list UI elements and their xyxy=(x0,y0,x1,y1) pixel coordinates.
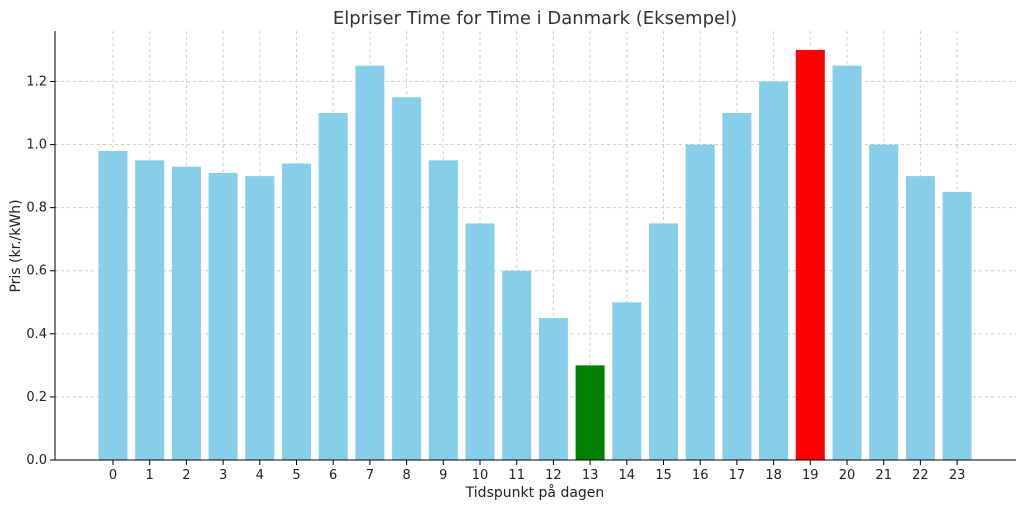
x-tick-label: 5 xyxy=(292,468,300,483)
x-tick-label: 3 xyxy=(219,468,227,483)
bar-hour-23 xyxy=(942,191,972,460)
x-tick-label: 17 xyxy=(729,468,746,483)
x-tick-label: 12 xyxy=(545,468,562,483)
bar-hour-8 xyxy=(392,97,422,460)
bar-hour-13 xyxy=(575,365,605,460)
y-tick-label: 1.2 xyxy=(26,74,47,89)
bar-hour-2 xyxy=(171,166,201,460)
bar-hour-19 xyxy=(795,49,825,460)
x-tick-label: 4 xyxy=(256,468,264,483)
bar-hour-21 xyxy=(869,144,899,460)
bar-hour-6 xyxy=(318,113,348,460)
bar-hour-16 xyxy=(685,144,715,460)
chart-title: Elpriser Time for Time i Danmark (Eksemp… xyxy=(333,8,737,29)
bar-layer xyxy=(98,49,972,461)
x-tick-label: 19 xyxy=(802,468,819,483)
y-tick-label: 0.6 xyxy=(26,264,47,279)
bar-hour-0 xyxy=(98,150,128,460)
y-axis-label: Pris (kr./kWh) xyxy=(8,199,24,292)
x-tick-label: 14 xyxy=(619,468,636,483)
bar-hour-22 xyxy=(905,176,935,460)
x-tick-label: 7 xyxy=(366,468,374,483)
x-tick-label: 0 xyxy=(109,468,117,483)
bar-hour-18 xyxy=(759,81,789,461)
bar-hour-17 xyxy=(722,113,752,460)
bar-hour-15 xyxy=(649,223,678,460)
axis-layer: 0.00.20.40.60.81.01.20 1 2 3 4 5 6 7 8 9 10 11 12 13 1… xyxy=(26,31,1016,483)
x-tick-label: 9 xyxy=(439,468,447,483)
x-tick-label: 22 xyxy=(912,468,929,483)
x-tick-label: 11 xyxy=(508,468,525,483)
x-tick-label: 20 xyxy=(839,468,856,483)
bar-hour-11 xyxy=(502,270,532,460)
bar-hour-9 xyxy=(428,160,458,461)
x-tick-label: 23 xyxy=(949,468,966,483)
x-tick-label: 16 xyxy=(692,468,709,483)
bar-hour-3 xyxy=(208,172,238,460)
y-tick-label: 0.8 xyxy=(26,201,47,216)
bar-hour-14 xyxy=(612,302,642,460)
x-tick-label: 1 xyxy=(146,468,154,483)
x-tick-label: 15 xyxy=(655,468,672,483)
y-tick-label: 0.0 xyxy=(26,453,47,468)
x-axis-label: Tidspunkt på dagen xyxy=(465,484,605,501)
x-tick-label: 10 xyxy=(472,468,489,483)
x-tick-label: 18 xyxy=(765,468,782,483)
bar-hour-1 xyxy=(135,160,165,461)
y-tick-label: 0.2 xyxy=(26,390,47,405)
x-tick-label: 8 xyxy=(402,468,410,483)
bar-hour-20 xyxy=(832,65,862,460)
bar-hour-10 xyxy=(465,223,495,460)
y-tick-label: 1.0 xyxy=(26,138,47,153)
bar-hour-7 xyxy=(355,65,385,460)
bar-hour-4 xyxy=(245,176,275,460)
y-tick-label: 0.4 xyxy=(26,327,47,342)
x-tick-label: 2 xyxy=(182,468,190,483)
x-tick-label: 6 xyxy=(329,468,337,483)
bar-hour-12 xyxy=(538,318,568,460)
bar-hour-5 xyxy=(282,163,311,460)
x-tick-label: 13 xyxy=(582,468,599,483)
x-tick-label: 21 xyxy=(875,468,892,483)
